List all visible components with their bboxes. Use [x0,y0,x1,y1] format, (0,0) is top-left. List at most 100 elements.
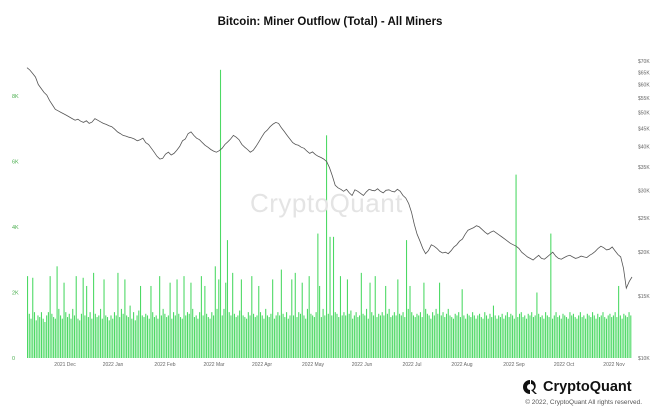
outflow-bar [459,317,461,358]
outflow-bar [47,312,49,358]
outflow-bar [525,318,528,358]
watermark: CryptoQuant [250,188,403,218]
x-tick-label: 2022 Sep [503,362,525,368]
copyright-text: © 2022, CryptoQuant All rights reserved. [525,399,642,406]
outflow-bar [204,285,206,358]
outflow-bar [522,317,524,358]
outflow-bar [506,312,508,358]
outflow-bar [487,318,489,358]
x-tick-label: 2022 May [302,362,324,368]
outflow-bar [317,233,319,358]
outflow-bar [133,312,135,358]
outflow-bar [378,313,380,358]
outflow-bar [32,277,34,358]
outflow-bar [515,174,517,358]
outflow-bar [134,320,136,358]
outflow-bar [219,69,222,358]
outflow-bar [366,308,368,358]
outflow-bar [273,318,275,358]
outflow-bar [374,276,376,358]
outflow-bar [475,318,477,358]
left-tick-label: 4K [12,225,19,231]
outflow-bar [232,272,234,358]
outflow-bar [562,313,564,358]
outflow-bar [93,272,95,358]
outflow-bar [332,236,335,358]
outflow-bar [79,320,81,358]
left-tick-label: 2K [12,291,19,297]
outflow-bar [240,279,242,358]
outflow-bar [324,315,326,358]
outflow-bar [126,315,128,358]
outflow-bar [543,318,545,358]
outflow-bar [136,315,138,358]
outflow-bar [503,318,505,358]
outflow-bar [470,317,472,358]
outflow-bar [122,313,124,358]
outflow-bar [553,315,555,358]
outflow-bar [331,315,333,358]
outflow-bar [46,315,48,358]
outflow-bar [213,315,215,358]
outflow-bar [53,317,55,358]
brand[interactable]: CryptoQuant [522,379,632,395]
outflow-bar [564,315,566,358]
outflow-bar [567,318,569,358]
outflow-bar [397,279,399,358]
outflow-bar [272,279,274,358]
outflow-bar [112,318,114,358]
outflow-bar [405,240,408,358]
outflow-bar [499,317,501,358]
outflow-bar [604,317,606,358]
outflow-bar [291,279,293,358]
outflow-bar [536,292,538,358]
outflow-bar [298,312,300,358]
outflow-bar [129,305,131,358]
outflow-bar [477,315,479,358]
outflow-bar [367,318,369,358]
outflow-bar [421,317,423,358]
outflow-bar [157,318,159,358]
outflow-bar [491,317,493,358]
outflow-bar [485,315,488,358]
outflow-bar [65,312,67,358]
outflow-bar [539,317,541,358]
outflow-bar [552,318,554,358]
outflow-bar [473,315,475,358]
outflow-bar [181,318,183,358]
outflow-bar [54,318,56,358]
outflow-bar [233,313,235,358]
outflow-bar [605,318,607,358]
outflow-bar [106,317,109,358]
outflow-bar [44,321,46,358]
outflow-bar [310,313,312,358]
outflow-bar [150,285,152,358]
outflow-bar [242,315,244,358]
left-axis-ticks: 0 2K 4K 6K 8K [12,94,19,362]
outflow-bar [512,315,514,358]
outflow-bar [612,315,614,358]
outflow-bar [186,312,189,358]
outflow-bar [266,315,268,358]
outflow-bar [501,313,503,358]
outflow-bar [258,285,260,358]
outflow-bar [560,318,562,358]
outflow-bar [353,315,355,358]
outflow-bar [131,318,133,358]
outflow-bar [143,317,145,358]
outflow-bar [402,312,404,358]
outflow-bar [600,315,602,358]
outflow-bar [360,272,362,358]
outflow-bar [86,285,88,358]
outflow-bar [452,318,455,358]
outflow-bar [287,318,289,358]
outflow-bar [418,315,420,358]
price-line [26,67,633,290]
outflow-bar [626,317,628,358]
outflow-bar [581,317,583,358]
outflow-bar [508,317,510,358]
outflow-bar [630,315,632,358]
outflow-bar [390,317,392,358]
outflow-bar [279,315,281,358]
chart-title: Bitcoin: Miner Outflow (Total) - All Min… [217,16,443,28]
